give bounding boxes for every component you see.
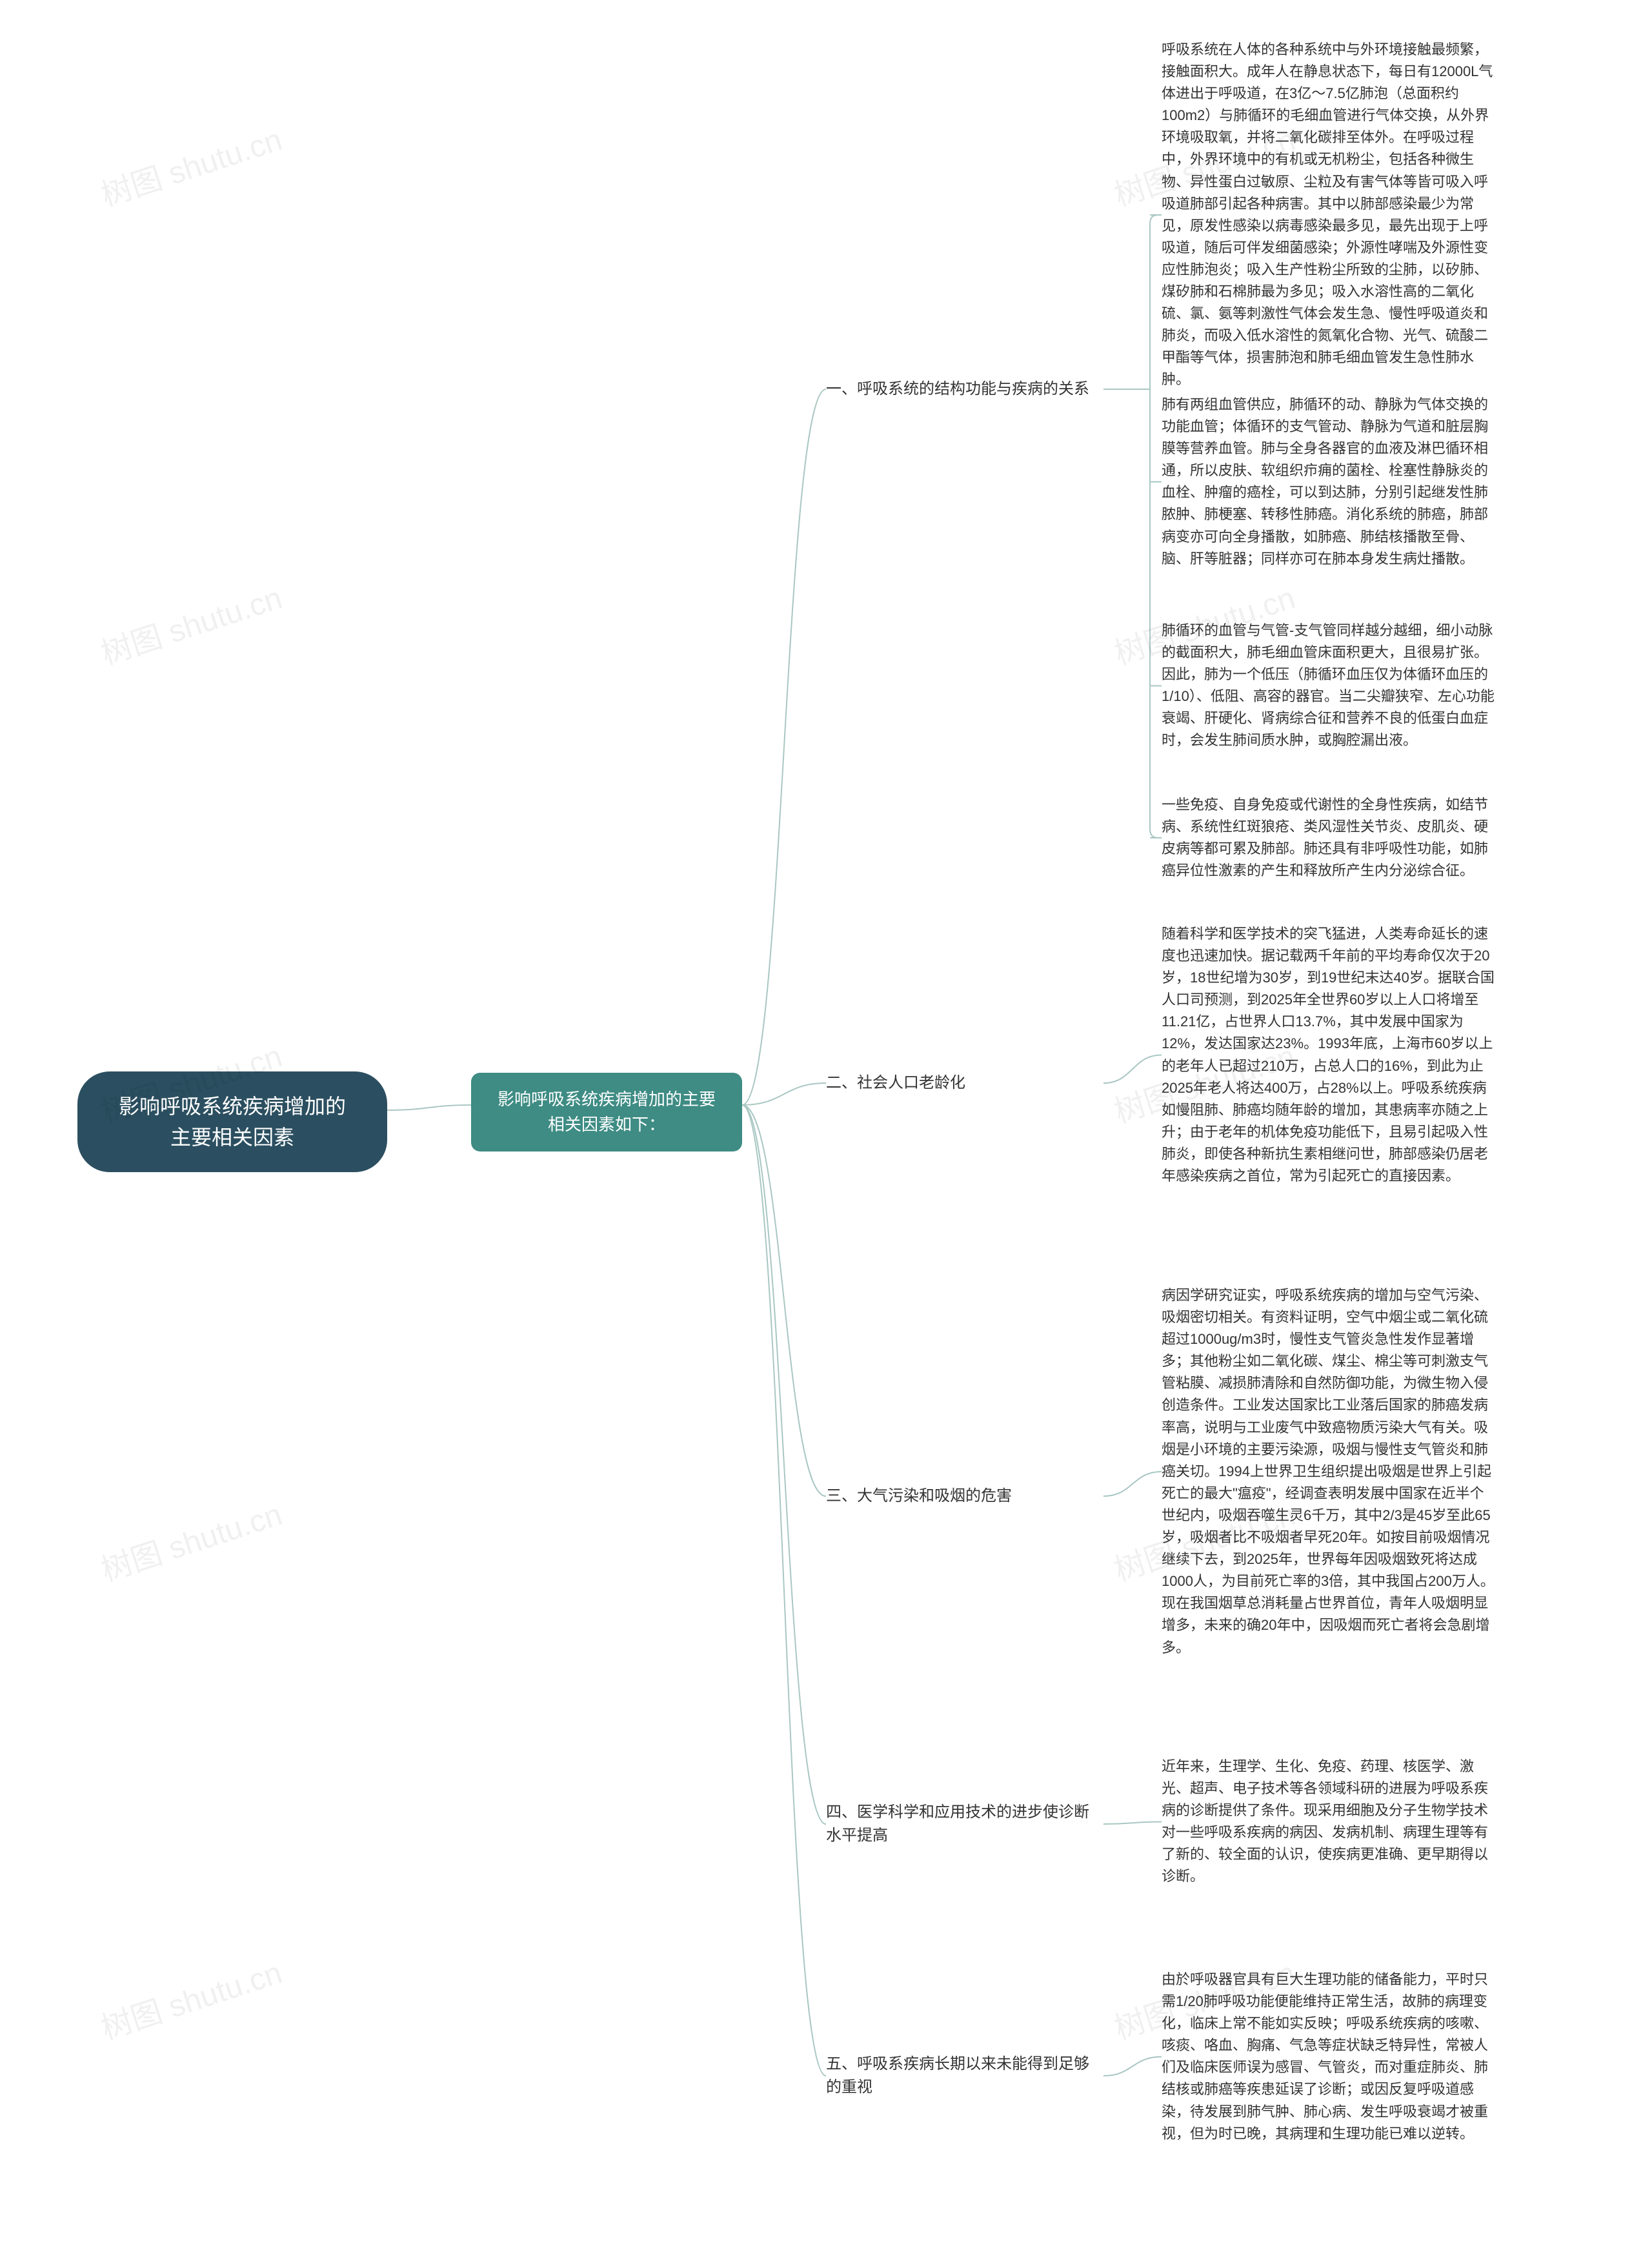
branch-node: 五、呼吸系疾病长期以来未能得到足够的重视 [826,2053,1103,2099]
leaf-node: 肺循环的血管与气管-支气管同样越分越细，细小动脉的截面积大，肺毛细血管床面积更大… [1162,620,1497,752]
watermark: 树图 shutu.cn [94,1947,287,2048]
branch-node: 一、呼吸系统的结构功能与疾病的关系 [826,378,1103,401]
watermark: 树图 shutu.cn [94,573,287,673]
watermark: 树图 shutu.cn [94,1489,287,1590]
leaf-node: 呼吸系统在人体的各种系统中与外环境接触最频繁，接触面积大。成年人在静息状态下，每… [1162,39,1497,391]
leaf-node: 随着科学和医学技术的突飞猛进，人类寿命延长的速度也迅速加快。据记载两千年前的平均… [1162,923,1497,1187]
level2-node: 影响呼吸系统疾病增加的主要相关因素如下： [471,1073,742,1151]
leaf-node: 一些免疫、自身免疫或代谢性的全身性疾病，如结节病、系统性红斑狼疮、类风湿性关节炎… [1162,794,1497,882]
leaf-node: 肺有两组血管供应，肺循环的动、静脉为气体交换的功能血管；体循环的支气管动、静脉为… [1162,394,1497,570]
leaf-node: 近年来，生理学、生化、免疫、药理、核医学、激光、超声、电子技术等各领域科研的进展… [1162,1756,1497,1888]
watermark: 树图 shutu.cn [94,114,287,215]
root-node: 影响呼吸系统疾病增加的主要相关因素 [77,1071,387,1172]
branch-node: 三、大气污染和吸烟的危害 [826,1485,1103,1508]
branch-node: 二、社会人口老龄化 [826,1071,1103,1095]
leaf-node: 病因学研究证实，呼吸系统疾病的增加与空气污染、吸烟密切相关。有资料证明，空气中烟… [1162,1284,1497,1659]
leaf-node: 由於呼吸器官具有巨大生理功能的储备能力，平时只需1/20肺呼吸功能便能维持正常生… [1162,1969,1497,2145]
branch-node: 四、医学科学和应用技术的进步使诊断水平提高 [826,1801,1103,1847]
